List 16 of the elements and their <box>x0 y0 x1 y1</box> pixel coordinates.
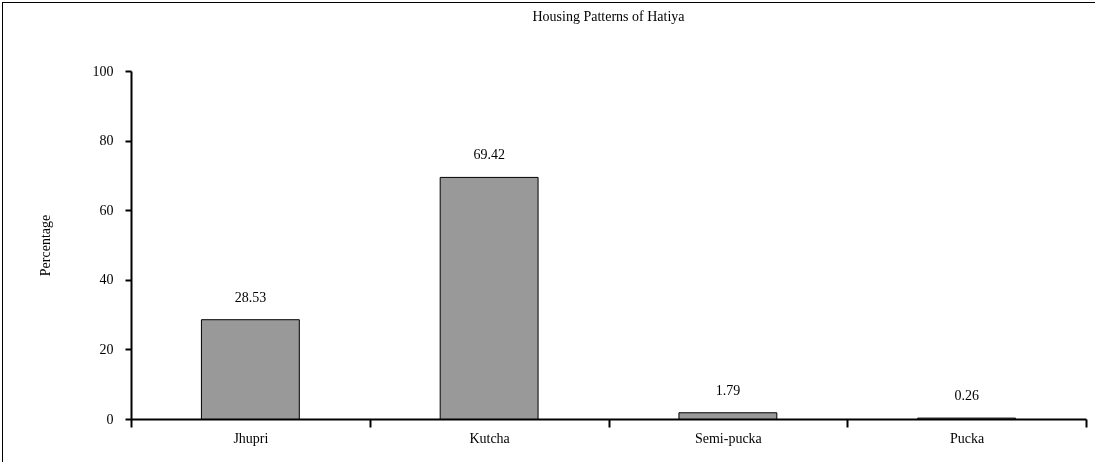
x-tick-label: Semi-pucka <box>694 430 763 446</box>
x-tick-label: Kutcha <box>469 430 511 446</box>
x-tick-label: Jhupri <box>233 430 269 446</box>
y-tick-label: 80 <box>99 133 114 149</box>
data-label: 69.42 <box>473 147 505 163</box>
y-tick-label: 0 <box>106 411 114 427</box>
data-label: 1.79 <box>715 382 741 398</box>
y-tick-label: 60 <box>99 202 114 218</box>
chart-title: Housing Patterns of Hatiya <box>532 9 686 24</box>
data-label: 28.53 <box>234 289 267 305</box>
data-label: 0.26 <box>954 388 979 404</box>
x-tick-label: Pucka <box>950 430 986 446</box>
y-tick-label: 20 <box>99 341 114 357</box>
y-tick-label: 100 <box>92 63 114 79</box>
y-axis-title: Percentage <box>37 214 53 277</box>
y-tick-label: 40 <box>99 272 114 288</box>
